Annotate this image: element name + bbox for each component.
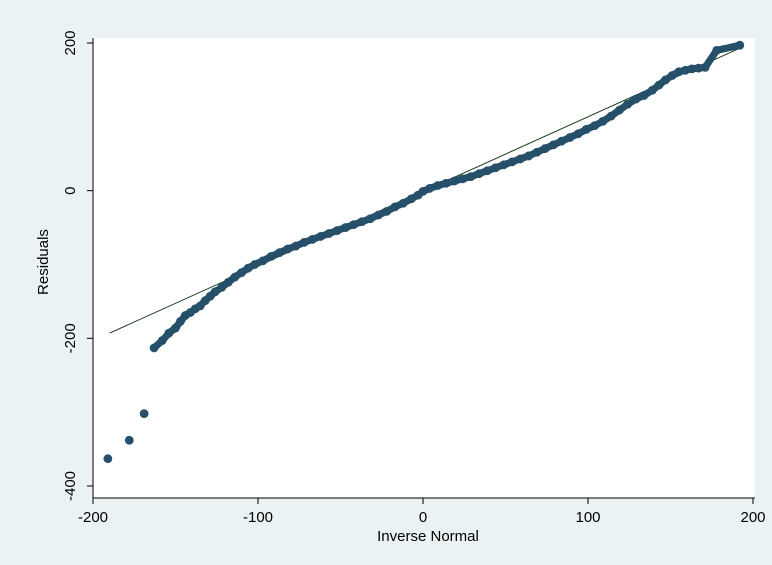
y-tick-label: -200 (62, 323, 79, 353)
data-point (258, 256, 268, 266)
data-point (735, 40, 745, 50)
x-tick-label: 200 (740, 509, 765, 526)
data-point (565, 133, 575, 142)
data-point (606, 111, 616, 121)
data-point (499, 160, 509, 170)
data-point (674, 67, 684, 77)
data-point (243, 263, 253, 273)
x-tick-label: -100 (243, 509, 273, 526)
data-point (365, 214, 375, 224)
data-point (712, 45, 722, 55)
data-point (441, 178, 451, 188)
data-point (418, 187, 428, 196)
data-point (491, 163, 500, 173)
data-point (573, 129, 583, 139)
data-point (316, 232, 326, 241)
data-point (631, 94, 641, 104)
data-point (124, 435, 134, 445)
data-point (299, 237, 309, 247)
data-point (425, 184, 434, 193)
y-tick-label: 0 (62, 186, 79, 194)
data-point (176, 316, 185, 326)
data-point (230, 272, 240, 282)
data-point (382, 206, 392, 216)
data-point (275, 248, 284, 258)
data-point (598, 116, 608, 126)
data-point (623, 99, 632, 109)
data-point (458, 174, 467, 184)
data-point (639, 91, 649, 100)
data-point (341, 223, 350, 232)
data-point (680, 65, 690, 75)
data-point (103, 454, 113, 464)
data-point (524, 151, 533, 161)
data-point (661, 75, 670, 85)
y-tick-label: -400 (62, 471, 79, 501)
data-point (581, 124, 591, 134)
data-point (482, 166, 492, 176)
data-point (283, 244, 293, 254)
data-point (349, 220, 359, 230)
data-point (164, 328, 174, 338)
data-point (474, 169, 484, 179)
data-point (332, 226, 342, 235)
x-tick-label: 0 (419, 509, 427, 526)
data-point (532, 147, 542, 157)
data-point (590, 121, 599, 131)
data-point (139, 409, 149, 419)
y-tick-label: 200 (62, 30, 79, 55)
data-point (398, 198, 408, 208)
data-point (515, 154, 525, 164)
data-point (407, 194, 416, 204)
data-point (157, 336, 167, 345)
y-axis-title: Residuals (35, 229, 52, 295)
data-point (357, 217, 367, 227)
data-point (237, 268, 246, 278)
axes (92, 38, 755, 499)
x-axis-title: Inverse Normal (377, 528, 479, 545)
x-tick-label: 100 (575, 509, 600, 526)
data-points (103, 40, 745, 464)
data-point (614, 105, 624, 115)
data-point (557, 136, 566, 146)
data-point (390, 202, 400, 212)
data-point (449, 176, 459, 186)
data-point (687, 64, 697, 74)
data-point (250, 260, 260, 269)
data-point (308, 235, 317, 244)
x-tick-label: -200 (78, 509, 108, 526)
data-point (223, 277, 233, 287)
data-point (466, 172, 476, 182)
data-point (700, 62, 710, 72)
data-point (291, 241, 301, 251)
data-point (433, 181, 443, 190)
data-point (149, 343, 159, 353)
data-point (667, 71, 677, 80)
data-point (266, 251, 276, 261)
data-point (654, 80, 664, 90)
data-point (171, 323, 180, 333)
data-point (324, 229, 334, 238)
data-point (540, 144, 550, 153)
data-point (647, 85, 657, 95)
data-point (210, 287, 220, 297)
data-point (694, 63, 703, 73)
data-point (374, 210, 383, 220)
data-point (217, 282, 227, 292)
ticks: -200 -100 0 100 200 -400 -200 0 200 (62, 30, 766, 526)
plot-area (93, 38, 755, 498)
data-point (507, 157, 517, 167)
data-point (548, 140, 558, 150)
